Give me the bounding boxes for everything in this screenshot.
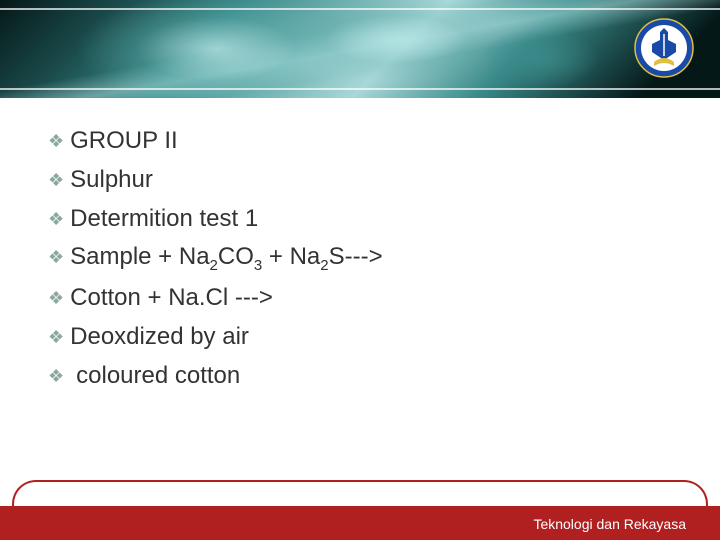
diamond-bullet-icon: ❖ [48, 167, 64, 193]
header-background-swirl [0, 0, 720, 98]
header-bottom-divider [0, 88, 720, 90]
diamond-bullet-icon: ❖ [48, 324, 64, 350]
bullet-item: ❖Cotton + Na.Cl ---> [48, 281, 682, 316]
bullet-item: ❖Determition test 1 [48, 202, 682, 237]
slide-footer: Teknologi dan Rekayasa [0, 478, 720, 540]
bullet-item: ❖ coloured cotton [48, 359, 682, 394]
diamond-bullet-icon: ❖ [48, 244, 64, 270]
bullet-item: ❖Deoxdized by air [48, 320, 682, 355]
emblem-logo-icon [634, 18, 694, 78]
bullet-text: coloured cotton [76, 359, 682, 394]
diamond-bullet-icon: ❖ [48, 363, 64, 389]
bullet-item: ❖Sample + Na2CO3 + Na2S---> [48, 240, 682, 277]
diamond-bullet-icon: ❖ [48, 285, 64, 311]
diamond-bullet-icon: ❖ [48, 206, 64, 232]
slide-content: ❖GROUP II❖Sulphur❖Determition test 1❖Sam… [0, 98, 720, 393]
bullet-text: Sulphur [70, 163, 682, 198]
bullet-text: Cotton + Na.Cl ---> [70, 281, 682, 316]
header-top-divider [0, 8, 720, 10]
bullet-item: ❖GROUP II [48, 124, 682, 159]
bullet-text: GROUP II [70, 124, 682, 159]
footer-text: Teknologi dan Rekayasa [533, 516, 686, 532]
slide-header [0, 0, 720, 98]
bullet-item: ❖Sulphur [48, 163, 682, 198]
bullet-text: Sample + Na2CO3 + Na2S---> [70, 240, 682, 277]
bullet-text: Determition test 1 [70, 202, 682, 237]
diamond-bullet-icon: ❖ [48, 128, 64, 154]
bullet-text: Deoxdized by air [70, 320, 682, 355]
